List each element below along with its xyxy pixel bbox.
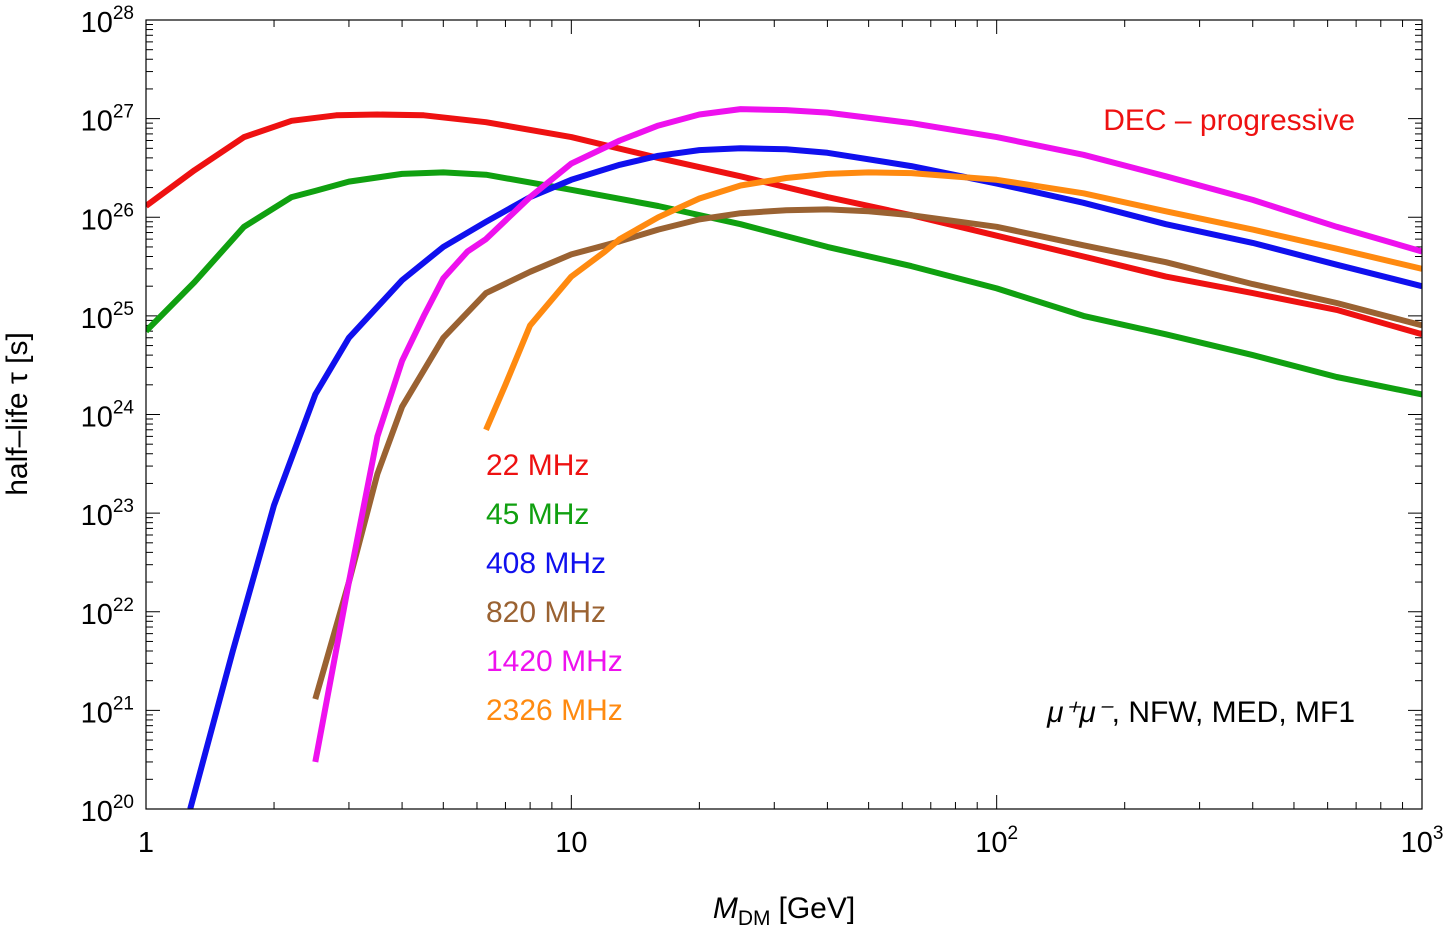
y-axis-label: half–life τ [s] bbox=[1, 332, 34, 496]
axis-ticks bbox=[145, 20, 1422, 810]
x-axis-label-main: M bbox=[713, 892, 738, 925]
annotation-channel-math: μ⁺μ⁻ bbox=[1046, 696, 1114, 729]
annotation-dec-progressive: DEC – progressive bbox=[1103, 104, 1355, 137]
series-line-820-mhz bbox=[312, 206, 1422, 700]
series-line-45-mhz bbox=[146, 169, 1422, 398]
legend-entry-2326-mhz: 2326 MHz bbox=[486, 694, 623, 727]
y-tick-label: 1023 bbox=[81, 496, 134, 532]
y-tick-label: 1022 bbox=[81, 595, 134, 631]
y-tick-label: 1028 bbox=[81, 3, 134, 39]
legend-entry-820-mhz: 820 MHz bbox=[486, 596, 606, 629]
x-tick-label: 103 bbox=[1401, 823, 1444, 859]
legend-entry-1420-mhz: 1420 MHz bbox=[486, 645, 623, 678]
series-line-1420-mhz bbox=[312, 106, 1422, 763]
x-tick-label: 10 bbox=[555, 827, 587, 859]
annotation-channel-text: , NFW, MED, MF1 bbox=[1112, 696, 1355, 729]
y-tick-label: 1020 bbox=[81, 792, 134, 828]
legend-entry-22-mhz: 22 MHz bbox=[486, 449, 589, 482]
x-tick-label: 102 bbox=[975, 823, 1018, 859]
legend: 22 MHz 45 MHz 408 MHz 820 MHz 1420 MHz 2326 M… bbox=[486, 449, 623, 727]
x-axis-label-unit: [GeV] bbox=[778, 892, 855, 925]
legend-entry-408-mhz: 408 MHz bbox=[486, 547, 606, 580]
y-tick-label: 1027 bbox=[81, 102, 134, 138]
x-axis-label-sub: DM bbox=[738, 907, 771, 930]
plot-frame bbox=[145, 19, 1423, 810]
y-tick-label: 1024 bbox=[81, 398, 135, 434]
legend-entry-45-mhz: 45 MHz bbox=[486, 498, 589, 531]
y-tick-label: 1026 bbox=[81, 200, 134, 236]
series-lines bbox=[146, 106, 1422, 809]
y-tick-label: 1021 bbox=[81, 693, 134, 729]
tick-labels: 1 10 102 103 1020 1021 1022 1023 1024 1025 1026 102… bbox=[81, 3, 1444, 859]
x-tick-label: 1 bbox=[138, 827, 154, 859]
series-line-2326-mhz bbox=[483, 169, 1422, 431]
y-tick-label: 1025 bbox=[81, 299, 134, 335]
x-axis-label: MDM [GeV] bbox=[713, 892, 855, 930]
series-line-408-mhz bbox=[187, 145, 1422, 809]
annotation-channel-config: μ⁺μ⁻, NFW, MED, MF1 bbox=[1046, 696, 1355, 729]
